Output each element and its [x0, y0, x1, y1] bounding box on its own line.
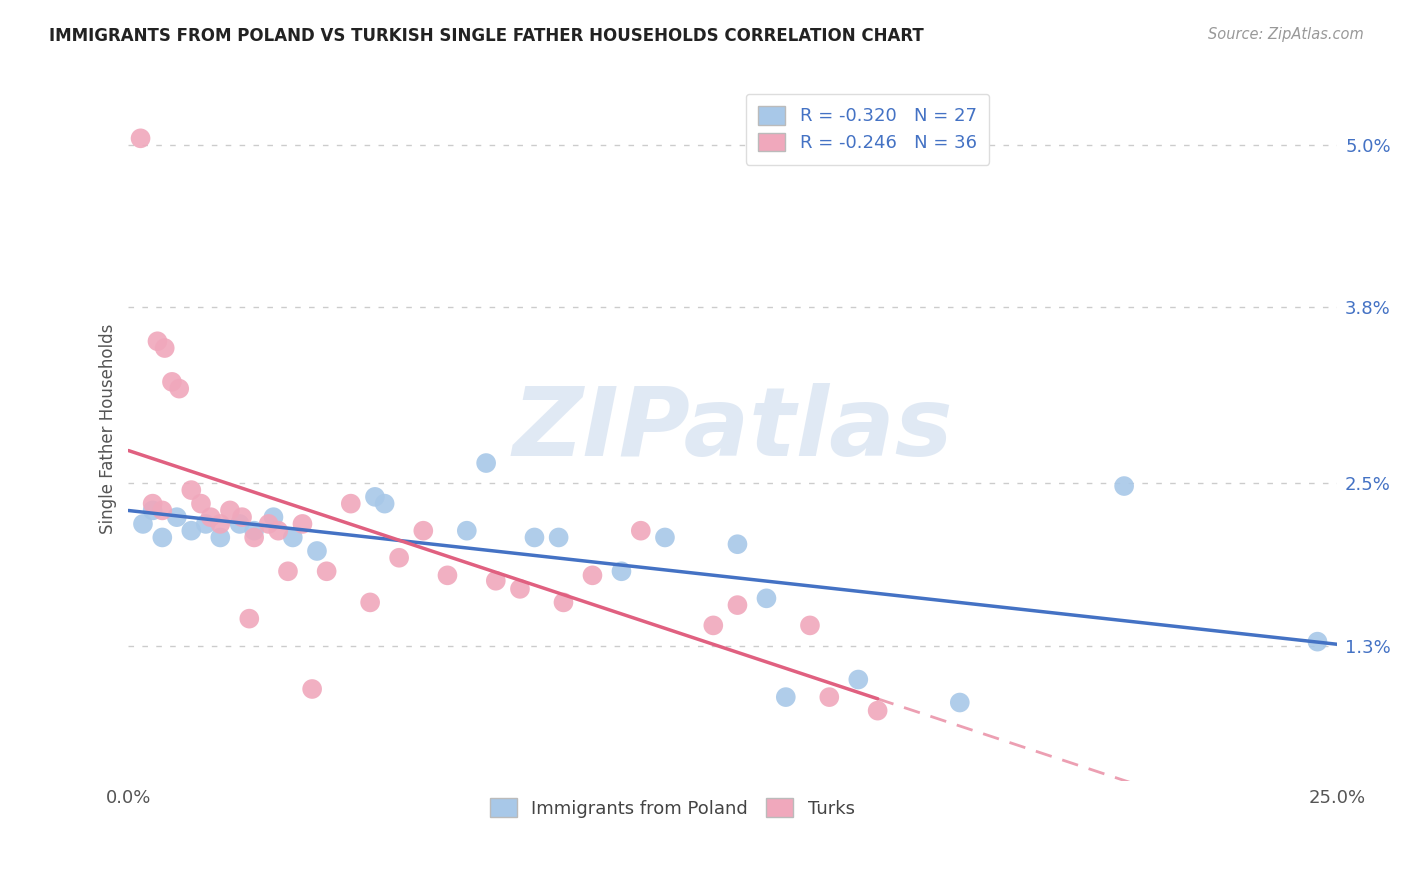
Point: [153, 341, 176, 355]
Point: [160, 375, 183, 389]
Point: [1114, 479, 1136, 493]
Point: [243, 531, 266, 545]
Point: [755, 591, 778, 606]
Text: IMMIGRANTS FROM POLAND VS TURKISH SINGLE FATHER HOUSEHOLDS CORRELATION CHART: IMMIGRANTS FROM POLAND VS TURKISH SINGLE…: [49, 27, 924, 45]
Point: [509, 582, 531, 596]
Point: [374, 497, 396, 511]
Point: [547, 531, 569, 545]
Point: [846, 673, 869, 687]
Point: [630, 524, 652, 538]
Point: [388, 550, 411, 565]
Point: [654, 531, 676, 545]
Point: [412, 524, 434, 538]
Point: [238, 612, 260, 626]
Point: [727, 537, 749, 551]
Point: [315, 564, 337, 578]
Point: [1306, 634, 1329, 648]
Point: [146, 334, 169, 349]
Y-axis label: Single Father Households: Single Father Households: [100, 324, 117, 534]
Point: [281, 531, 304, 545]
Point: [456, 524, 478, 538]
Point: [190, 497, 212, 511]
Point: [228, 516, 250, 531]
Point: [340, 497, 363, 511]
Point: [485, 574, 508, 588]
Point: [200, 510, 222, 524]
Point: [475, 456, 498, 470]
Point: [866, 704, 889, 718]
Point: [150, 531, 173, 545]
Point: [949, 696, 972, 710]
Point: [209, 531, 232, 545]
Point: [194, 516, 217, 531]
Point: [231, 510, 253, 524]
Point: [436, 568, 458, 582]
Text: ZIPatlas: ZIPatlas: [512, 383, 953, 475]
Legend: Immigrants from Poland, Turks: Immigrants from Poland, Turks: [482, 791, 862, 825]
Point: [142, 503, 165, 517]
Point: [799, 618, 821, 632]
Point: [267, 524, 290, 538]
Point: [150, 503, 173, 517]
Point: [209, 516, 232, 531]
Point: [219, 503, 242, 517]
Point: [180, 524, 202, 538]
Point: [167, 382, 190, 396]
Point: [132, 516, 155, 531]
Point: [257, 516, 280, 531]
Point: [610, 564, 633, 578]
Point: [129, 131, 152, 145]
Point: [775, 690, 797, 705]
Point: [702, 618, 724, 632]
Point: [180, 483, 202, 497]
Point: [818, 690, 841, 705]
Text: Source: ZipAtlas.com: Source: ZipAtlas.com: [1208, 27, 1364, 42]
Point: [263, 510, 285, 524]
Point: [553, 595, 575, 609]
Point: [581, 568, 603, 582]
Point: [243, 524, 266, 538]
Point: [291, 516, 314, 531]
Point: [277, 564, 299, 578]
Point: [364, 490, 387, 504]
Point: [301, 681, 323, 696]
Point: [305, 544, 328, 558]
Point: [727, 598, 749, 612]
Point: [142, 497, 165, 511]
Point: [166, 510, 188, 524]
Point: [359, 595, 381, 609]
Point: [523, 531, 546, 545]
